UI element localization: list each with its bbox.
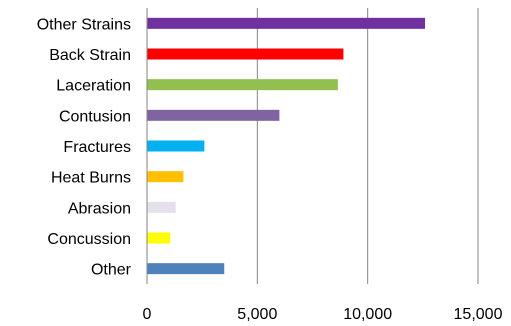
category-label: Laceration [56, 78, 131, 95]
bar-laceration [147, 79, 338, 91]
category-label: Other Strains [37, 16, 131, 33]
x-tick-label: 0 [143, 306, 152, 323]
category-label: Concussion [47, 231, 131, 248]
category-label: Other [91, 262, 132, 279]
x-tick-label: 15,000 [454, 306, 503, 323]
category-label: Abrasion [68, 200, 131, 217]
bar-other-strains [147, 17, 426, 29]
category-label: Heat Burns [51, 170, 131, 187]
x-tick-label: 5,000 [237, 306, 277, 323]
bars [147, 17, 426, 275]
category-labels: Other Strains Back Strain Laceration Contus… [37, 16, 132, 278]
category-label: Fractures [63, 139, 131, 156]
bar-concussion [147, 232, 171, 244]
bar-contusion [147, 109, 280, 121]
bar-other [147, 263, 225, 275]
bar-heat-burns [147, 171, 184, 183]
x-tick-labels: 0 5,000 10,000 15,000 [143, 306, 503, 323]
category-label: Back Strain [49, 47, 131, 64]
category-label: Contusion [59, 108, 131, 125]
bar-back-strain [147, 48, 344, 60]
x-tick-label: 10,000 [343, 306, 392, 323]
bar-fractures [147, 140, 205, 152]
bar-abrasion [147, 201, 176, 213]
